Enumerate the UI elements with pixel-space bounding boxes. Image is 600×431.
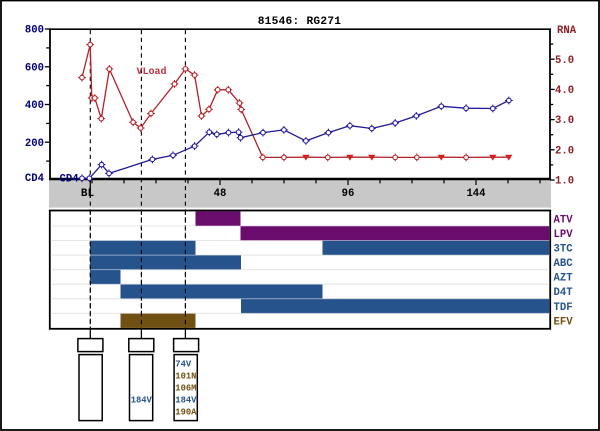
svg-text:106M: 106M — [175, 383, 196, 393]
svg-text:200: 200 — [25, 138, 44, 150]
svg-text:48: 48 — [214, 188, 227, 200]
svg-text:400: 400 — [25, 100, 44, 112]
svg-text:RNA: RNA — [557, 25, 577, 37]
svg-text:800: 800 — [25, 25, 44, 37]
svg-text:1.0: 1.0 — [555, 176, 574, 188]
svg-text:3.0: 3.0 — [555, 115, 574, 127]
svg-text:144: 144 — [466, 188, 486, 200]
svg-text:BL: BL — [81, 188, 95, 200]
svg-text:101N: 101N — [175, 371, 196, 381]
svg-text:D4T: D4T — [554, 287, 574, 299]
svg-text:LPV: LPV — [554, 229, 574, 241]
svg-text:5.0: 5.0 — [555, 55, 574, 67]
svg-text:4.0: 4.0 — [555, 85, 574, 97]
svg-text:EFV: EFV — [554, 316, 574, 328]
svg-text:3TC: 3TC — [554, 244, 574, 256]
svg-text:600: 600 — [25, 62, 44, 74]
svg-text:184V: 184V — [175, 395, 197, 405]
svg-text:ABC: ABC — [554, 258, 574, 270]
svg-text:ATV: ATV — [554, 214, 574, 226]
svg-text:2.0: 2.0 — [555, 145, 574, 157]
svg-text:CD4: CD4 — [60, 173, 80, 185]
svg-text:TDF: TDF — [554, 302, 573, 314]
svg-text:184V: 184V — [131, 395, 153, 405]
svg-text:96: 96 — [342, 188, 355, 200]
svg-text:CD4: CD4 — [25, 173, 45, 185]
svg-text:81546: RG271: 81546: RG271 — [258, 16, 342, 28]
svg-text:AZT: AZT — [554, 273, 574, 285]
svg-text:190A: 190A — [175, 407, 197, 417]
svg-text:VLoad: VLoad — [137, 66, 167, 78]
svg-text:74V: 74V — [175, 359, 192, 369]
